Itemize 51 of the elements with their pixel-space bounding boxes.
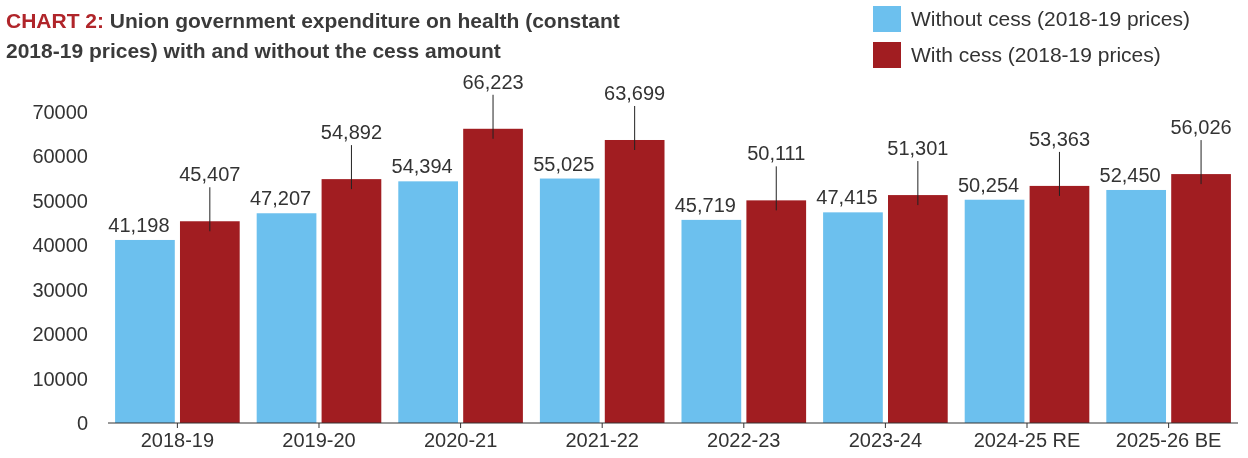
bar bbox=[1029, 185, 1090, 423]
y-tick-label: 70000 bbox=[32, 101, 88, 123]
data-label: 56,026 bbox=[1170, 116, 1232, 139]
data-label: 50,111 bbox=[747, 142, 806, 165]
bar bbox=[321, 179, 382, 423]
legend-label: With cess (2018-19 prices) bbox=[911, 43, 1161, 67]
legend-label: Without cess (2018-19 prices) bbox=[911, 7, 1190, 31]
bar bbox=[463, 128, 523, 423]
y-tick-label: 60000 bbox=[32, 145, 88, 168]
bar bbox=[746, 200, 807, 423]
data-label: 41,198 bbox=[108, 213, 170, 236]
y-tick-label: 50000 bbox=[32, 189, 88, 212]
bar bbox=[179, 221, 240, 423]
y-tick-label: 30000 bbox=[32, 278, 88, 301]
data-label: 66,223 bbox=[462, 70, 524, 93]
y-tick-label: 40000 bbox=[32, 234, 88, 257]
x-tick-label: 2018-19 bbox=[140, 429, 215, 451]
data-label: 54,892 bbox=[320, 121, 383, 144]
data-label: 55,025 bbox=[533, 152, 595, 175]
data-label: 63,699 bbox=[604, 81, 666, 104]
bar bbox=[1106, 189, 1167, 423]
data-label: 52,450 bbox=[1099, 163, 1161, 186]
bar bbox=[256, 213, 317, 423]
chart-title: CHART 2: Union government expenditure on health (constant 2018-19 prices) with and without the cess amount bbox=[6, 9, 620, 62]
bar bbox=[964, 199, 1025, 423]
data-label: 47,207 bbox=[249, 187, 312, 210]
data-label: 47,415 bbox=[816, 186, 878, 209]
x-tick-label: 2025-26 BE bbox=[1115, 429, 1222, 451]
data-label: 51,301 bbox=[887, 137, 949, 160]
bar bbox=[115, 239, 175, 423]
x-tick-label: 2021-22 bbox=[565, 429, 639, 451]
data-label: 45,719 bbox=[674, 193, 736, 216]
x-tick-label: 2024-25 RE bbox=[973, 429, 1081, 451]
x-tick-label: 2022-23 bbox=[707, 429, 781, 451]
bar bbox=[1171, 174, 1231, 423]
bar bbox=[681, 219, 742, 423]
x-tick-label: 2023-24 bbox=[848, 429, 923, 451]
y-tick-label: 0 bbox=[76, 412, 88, 434]
x-tick-label: 2019-20 bbox=[282, 429, 356, 451]
y-tick-label: 10000 bbox=[32, 367, 88, 390]
bar bbox=[398, 181, 458, 423]
x-tick-label: 2020-21 bbox=[423, 429, 498, 451]
bar bbox=[888, 195, 948, 423]
data-label: 50,254 bbox=[957, 173, 1020, 196]
bar bbox=[539, 178, 600, 423]
y-tick-label: 20000 bbox=[32, 323, 88, 346]
data-label: 53,363 bbox=[1028, 127, 1091, 150]
bar bbox=[604, 139, 665, 423]
data-label: 45,407 bbox=[179, 163, 241, 186]
data-label: 54,394 bbox=[391, 155, 453, 178]
bar bbox=[823, 212, 883, 423]
